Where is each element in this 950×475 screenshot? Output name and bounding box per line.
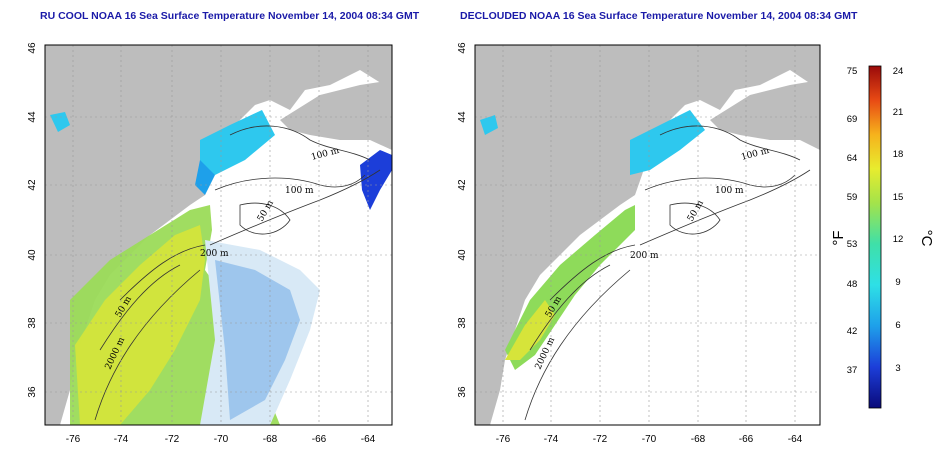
- contour-label: 100 m: [715, 186, 744, 196]
- right-map: [475, 45, 820, 425]
- land-mass: [45, 45, 392, 425]
- y-tick-label: 44: [457, 111, 468, 123]
- y-tick-label: 38: [457, 317, 468, 329]
- contour-line: [669, 202, 721, 235]
- y-tick-label: 36: [457, 386, 468, 398]
- sst-declouded-cyan: [630, 110, 705, 175]
- colorbar: 75 69 64 59 53 48 42 37 24 21 18 15 12 9…: [830, 65, 935, 409]
- y-tick-label: 38: [27, 317, 38, 329]
- celsius-tick: 24: [893, 66, 904, 77]
- fahrenheit-tick: 53: [847, 239, 858, 250]
- celsius-tick: 9: [895, 277, 900, 288]
- contour-line: [549, 244, 636, 301]
- contour-line: [99, 264, 181, 351]
- fahrenheit-tick: 42: [847, 326, 858, 337]
- celsius-tick: 6: [895, 320, 900, 331]
- contour-line: [229, 125, 371, 161]
- x-tick-label: -72: [593, 434, 608, 445]
- sst-swath-cyan: [200, 110, 275, 175]
- celsius-tick: 21: [893, 107, 904, 118]
- fahrenheit-tick: 37: [847, 365, 858, 376]
- x-tick-label: -76: [66, 434, 81, 445]
- x-tick-label: -74: [544, 434, 559, 445]
- x-tick-label: -64: [788, 434, 803, 445]
- left-y-axis: 46 44 42 40 38 36: [27, 42, 38, 398]
- y-tick-label: 36: [27, 386, 38, 398]
- contour-line: [644, 174, 796, 191]
- right-map-frame: [474, 44, 821, 426]
- contour-label: 200 m: [630, 251, 659, 261]
- fahrenheit-scale: 75 69 64 59 53 48 42 37: [847, 66, 858, 376]
- right-grid: [475, 45, 820, 425]
- celsius-scale: 24 21 18 15 12 9 6 3: [893, 66, 904, 374]
- y-tick-label: 46: [27, 42, 38, 54]
- contour-line: [239, 202, 291, 235]
- sst-speckle-blue: [215, 260, 300, 420]
- left-grid: [45, 45, 392, 425]
- right-x-axis: -76 -74 -72 -70 -68 -66 -64: [496, 434, 803, 445]
- fahrenheit-tick: 64: [847, 153, 858, 164]
- celsius-unit-label: °C: [918, 230, 935, 247]
- left-map: [45, 45, 392, 425]
- x-tick-label: -66: [739, 434, 754, 445]
- contour-line: [524, 269, 631, 421]
- contour-label: 100 m: [285, 186, 314, 196]
- celsius-tick: 3: [895, 363, 900, 374]
- contour-line: [119, 244, 206, 301]
- left-map-title: RU COOL NOAA 16 Sea Surface Temperature …: [40, 10, 420, 22]
- left-map-frame: [44, 44, 393, 426]
- x-tick-label: -68: [263, 434, 278, 445]
- fahrenheit-tick: 69: [847, 114, 858, 125]
- fahrenheit-tick: 59: [847, 192, 858, 203]
- sst-swath-blue-edge: [195, 160, 215, 195]
- contour-line: [529, 264, 611, 351]
- x-tick-label: -74: [114, 434, 129, 445]
- x-tick-label: -70: [214, 434, 229, 445]
- y-tick-label: 46: [457, 42, 468, 54]
- land-mass: [475, 45, 820, 425]
- contour-line: [94, 269, 201, 421]
- nova-scotia: [710, 80, 820, 150]
- right-map-title: DECLOUDED NOAA 16 Sea Surface Temperatur…: [460, 10, 858, 22]
- fahrenheit-unit-label: °F: [830, 230, 847, 245]
- x-tick-label: -70: [642, 434, 657, 445]
- contour-line: [659, 125, 801, 161]
- x-tick-label: -66: [312, 434, 327, 445]
- y-tick-label: 40: [27, 249, 38, 261]
- celsius-tick: 12: [893, 234, 904, 245]
- celsius-tick: 18: [893, 149, 904, 160]
- x-tick-label: -76: [496, 434, 511, 445]
- x-tick-label: -68: [691, 434, 706, 445]
- y-tick-label: 42: [457, 179, 468, 191]
- left-x-axis: -76 -74 -72 -70 -68 -66 -64: [66, 434, 376, 445]
- colorbar-gradient: [868, 65, 882, 409]
- x-tick-label: -72: [165, 434, 180, 445]
- celsius-tick: 15: [893, 192, 904, 203]
- right-y-axis: 46 44 42 40 38 36: [457, 42, 468, 398]
- sst-swath-yellow: [75, 225, 205, 425]
- contour-line: [214, 174, 366, 191]
- fahrenheit-tick: 75: [847, 66, 858, 77]
- y-tick-label: 40: [457, 249, 468, 261]
- y-tick-label: 44: [27, 111, 38, 123]
- y-tick-label: 42: [27, 179, 38, 191]
- fahrenheit-tick: 48: [847, 279, 858, 290]
- contour-line: [639, 169, 811, 246]
- nova-scotia: [280, 80, 392, 150]
- x-tick-label: -64: [361, 434, 376, 445]
- contour-line: [209, 169, 381, 246]
- sst-declouded-yellow: [505, 300, 555, 360]
- sst-patch-west: [480, 115, 498, 135]
- contour-label: 200 m: [200, 249, 229, 259]
